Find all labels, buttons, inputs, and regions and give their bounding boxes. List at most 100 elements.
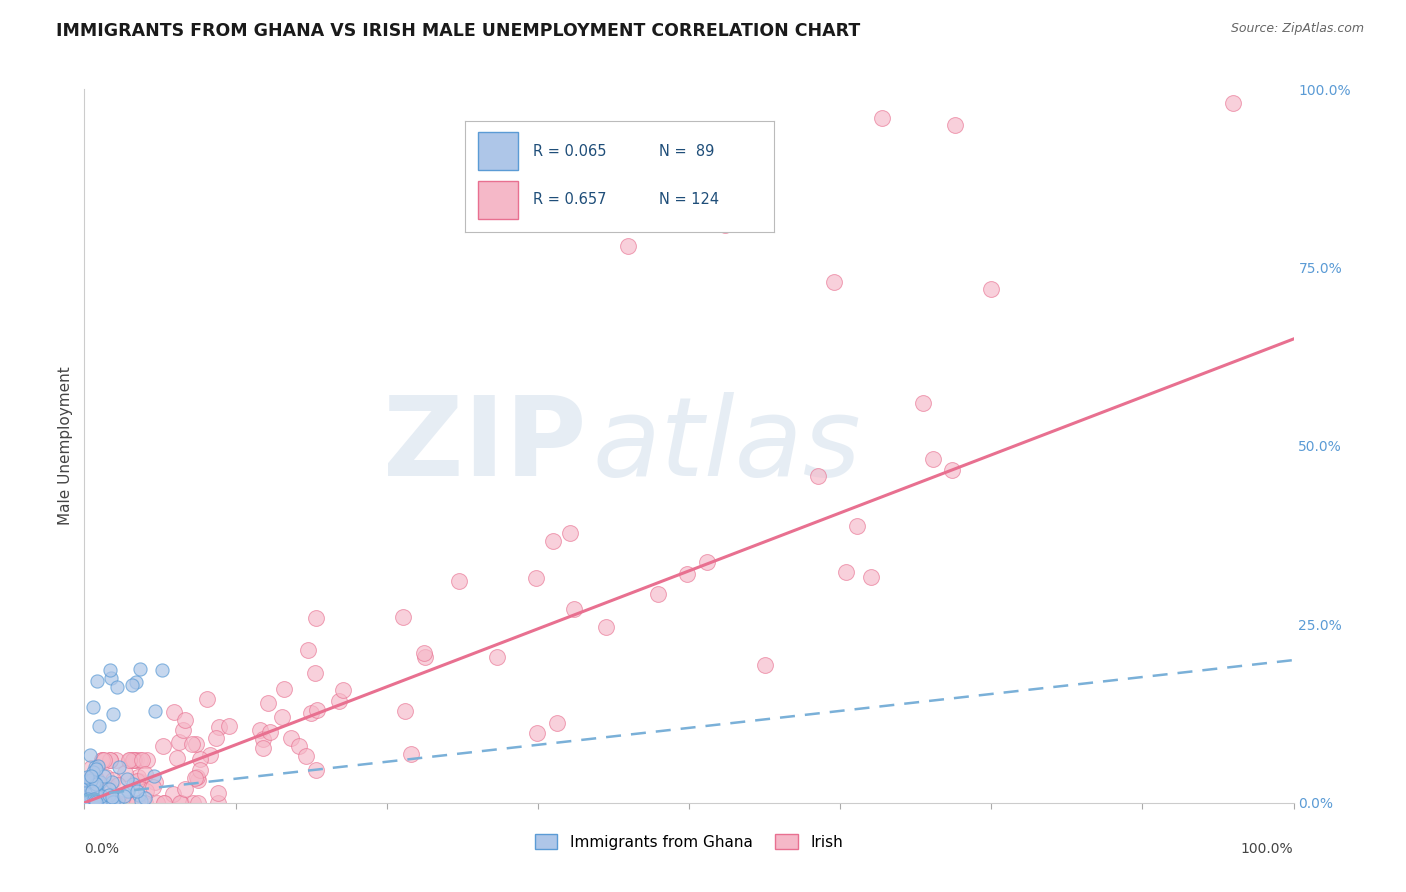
Point: [103, 796, 125, 810]
Point: [79, 780, 101, 794]
Point: [76, 796, 98, 810]
Point: [100, 671, 122, 685]
Point: [304, 666, 326, 681]
Point: [173, 714, 195, 728]
Point: [131, 753, 153, 767]
Point: [134, 767, 156, 781]
Point: [84, 795, 107, 809]
Point: [84, 784, 107, 798]
Point: [305, 610, 328, 624]
Point: [107, 792, 129, 806]
Point: [82, 764, 104, 779]
Point: [122, 753, 145, 767]
Point: [103, 795, 125, 809]
Point: [82, 785, 104, 799]
Point: [82, 790, 104, 805]
Point: [91, 793, 114, 807]
Point: [647, 587, 669, 601]
Point: [115, 796, 138, 810]
Point: [943, 118, 966, 132]
Point: [218, 719, 240, 733]
Point: [207, 796, 229, 810]
Text: atlas: atlas: [592, 392, 860, 500]
Point: [84, 791, 107, 805]
Point: [256, 696, 278, 710]
Text: 100.0%: 100.0%: [1241, 842, 1294, 855]
Point: [87, 790, 110, 805]
Point: [980, 282, 1002, 296]
Point: [117, 772, 139, 786]
Point: [75, 775, 97, 789]
Point: [128, 753, 150, 767]
Point: [118, 753, 141, 767]
Point: [87, 791, 110, 805]
Point: [77, 793, 100, 807]
Point: [84, 794, 107, 808]
Point: [112, 789, 135, 803]
Point: [714, 218, 737, 232]
Point: [91, 753, 114, 767]
Point: [129, 794, 152, 808]
Point: [97, 795, 120, 809]
Point: [143, 704, 166, 718]
Point: [87, 795, 110, 809]
Point: [97, 781, 120, 796]
Point: [187, 773, 209, 788]
Point: [823, 275, 845, 289]
Point: [87, 786, 110, 800]
Point: [75, 795, 97, 809]
Point: [121, 677, 143, 691]
Point: [77, 796, 100, 810]
Point: [135, 784, 157, 798]
Point: [150, 663, 173, 677]
Point: [128, 788, 150, 802]
Point: [541, 534, 564, 549]
Point: [76, 791, 98, 805]
Point: [107, 759, 129, 773]
Point: [80, 796, 103, 810]
Point: [96, 796, 118, 810]
Point: [117, 784, 139, 798]
Point: [76, 770, 98, 784]
Point: [91, 753, 114, 767]
Point: [297, 643, 319, 657]
Point: [754, 658, 776, 673]
Point: [100, 753, 122, 767]
Point: [103, 706, 125, 721]
Point: [806, 469, 828, 483]
Point: [89, 719, 111, 733]
Point: [872, 111, 894, 125]
Point: [84, 762, 107, 776]
Point: [198, 748, 221, 763]
Point: [167, 735, 190, 749]
Point: [184, 737, 207, 751]
Point: [83, 760, 105, 774]
Point: [86, 674, 108, 689]
Point: [394, 704, 416, 718]
Point: [546, 716, 568, 731]
Point: [195, 692, 218, 706]
Point: [153, 796, 176, 810]
Point: [84, 793, 107, 807]
Point: [249, 723, 271, 737]
Point: [98, 794, 121, 808]
Point: [174, 781, 197, 796]
Point: [94, 796, 117, 810]
Point: [100, 753, 122, 767]
Point: [82, 776, 104, 790]
Point: [90, 789, 112, 803]
Point: [104, 753, 127, 767]
Point: [80, 783, 103, 797]
Point: [273, 681, 295, 696]
Point: [80, 769, 103, 783]
Point: [121, 796, 143, 810]
Point: [73, 796, 96, 810]
Point: [166, 751, 188, 765]
Point: [86, 794, 108, 808]
Point: [98, 663, 121, 677]
Y-axis label: Male Unemployment: Male Unemployment: [58, 367, 73, 525]
Point: [413, 646, 436, 660]
Point: [75, 786, 97, 800]
Point: [188, 752, 211, 766]
Point: [675, 567, 697, 582]
